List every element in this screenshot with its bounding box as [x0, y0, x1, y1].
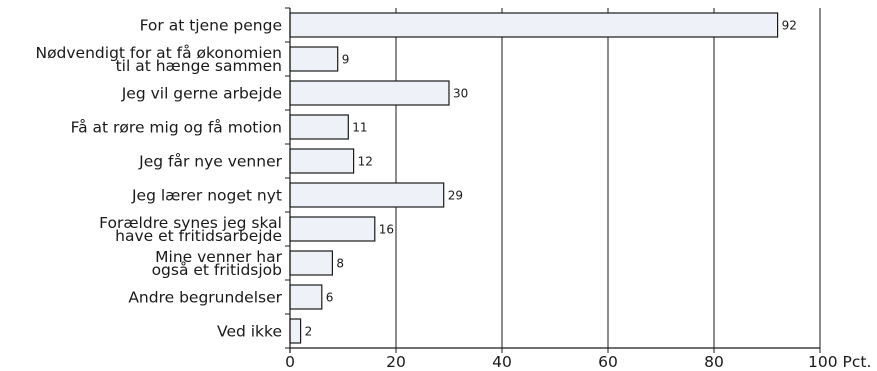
category-label-5: Jeg lærer noget nyt: [131, 187, 282, 205]
value-label-1: 9: [342, 53, 350, 67]
x-tick-label-100: 100 Pct.: [808, 353, 871, 371]
category-label-6: Forældre synes jeg skal have et fritidsar…: [99, 214, 282, 245]
value-label-4: 12: [358, 155, 373, 169]
bar-2: [289, 80, 450, 106]
x-tick-label-60: 60: [598, 353, 618, 371]
bar-6: [289, 216, 376, 242]
bar-3: [289, 114, 349, 140]
value-label-0: 92: [782, 19, 797, 33]
bar-8: [289, 284, 323, 310]
value-label-7: 8: [336, 257, 344, 271]
axes: [285, 7, 821, 353]
category-label-1: Nødvendigt for at få økonomien til at hæn…: [35, 44, 282, 75]
value-label-5: 29: [448, 189, 463, 203]
category-label-3: Få at røre mig og få motion: [71, 119, 282, 137]
category-label-8: Andre begrundelser: [128, 289, 282, 307]
bars: [289, 12, 779, 344]
x-tick-label-40: 40: [492, 353, 512, 371]
x-tick-labels: 0 20 40 60 80 100 Pct.: [285, 353, 871, 371]
value-label-6: 16: [379, 223, 394, 237]
bar-9: [289, 318, 302, 344]
bar-1: [289, 46, 339, 72]
x-tick-label-0: 0: [285, 353, 295, 371]
value-labels: 92 9 30 11 12 29 16 8 6 2: [305, 19, 797, 339]
category-label-0: For at tjene penge: [140, 17, 282, 35]
value-label-9: 2: [305, 325, 313, 339]
category-label-4: Jeg får nye venner: [138, 153, 282, 171]
value-label-2: 30: [453, 87, 468, 101]
category-labels: For at tjene penge Nødvendigt for at få ø…: [35, 17, 282, 341]
category-label-7: Mine venner har også et fritidsjob: [152, 248, 283, 279]
bar-7: [289, 250, 334, 276]
bar-5: [289, 182, 445, 208]
category-label-9: Ved ikke: [217, 323, 282, 341]
bar-0: [289, 12, 779, 38]
value-label-3: 11: [352, 121, 367, 135]
gridlines: [395, 8, 821, 348]
category-label-2: Jeg vil gerne arbejde: [121, 85, 282, 103]
value-label-8: 6: [326, 291, 334, 305]
bar-4: [289, 148, 355, 174]
x-tick-label-20: 20: [386, 353, 406, 371]
x-tick-label-80: 80: [704, 353, 724, 371]
